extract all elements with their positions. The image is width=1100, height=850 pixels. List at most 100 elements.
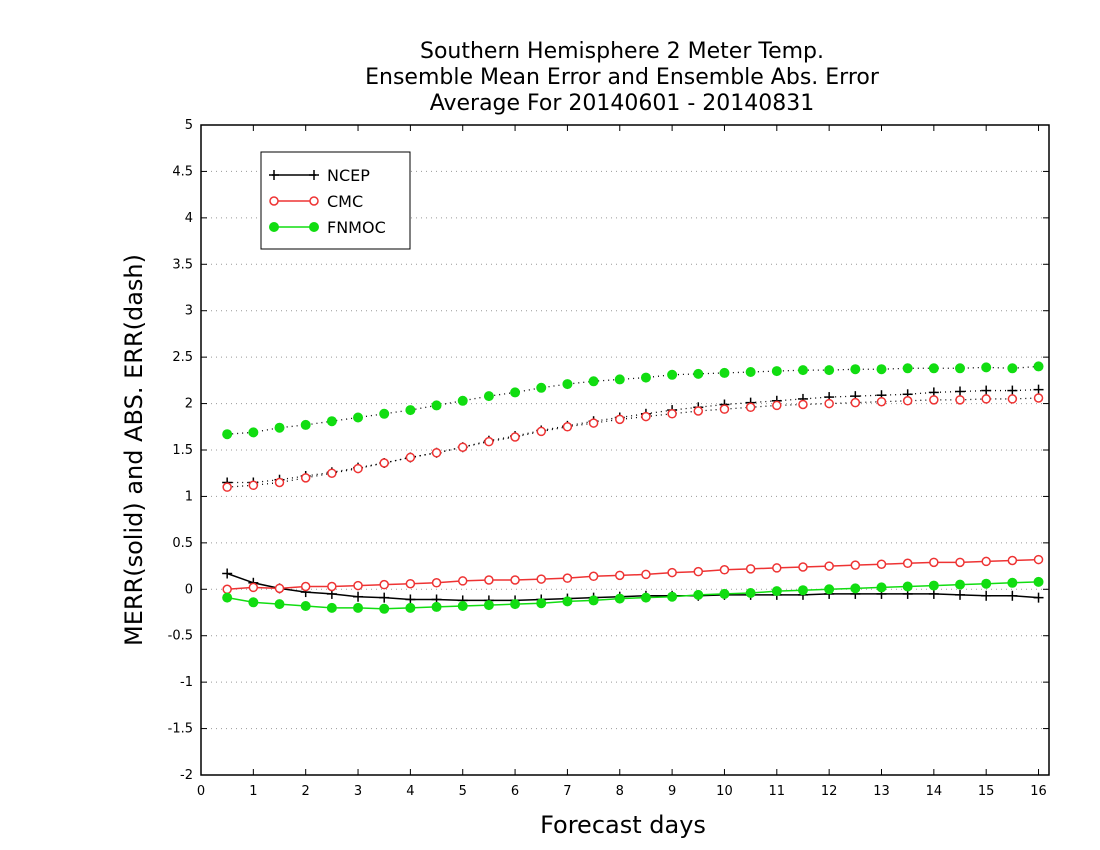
fnmoc-merr-point	[300, 601, 311, 611]
cmc-abs-err-point	[248, 480, 259, 491]
fnmoc-merr-point	[955, 579, 966, 590]
ncep-abs-err-point	[1033, 384, 1044, 395]
cmc-merr-line	[227, 558, 1039, 591]
cmc-abs-err-point	[327, 468, 337, 478]
legend-item-ncep: NCEP	[269, 166, 370, 185]
cmc-merr-point	[379, 579, 389, 590]
cmc-abs-err-point	[1033, 393, 1044, 403]
y-tick-label: -1	[180, 675, 193, 690]
fnmoc-abs-err-point	[824, 365, 835, 376]
legend-label: CMC	[327, 192, 363, 211]
legend-label: FNMOC	[327, 218, 386, 237]
y-tick-label: 1	[185, 489, 193, 504]
x-tick-label: 6	[511, 784, 519, 799]
y-tick-label: 0.5	[172, 536, 193, 551]
cmc-merr-point	[536, 574, 546, 584]
cmc-abs-err-point	[457, 442, 468, 452]
cmc-abs-err-point	[615, 414, 625, 425]
series-ncep	[222, 384, 1044, 606]
fnmoc-merr-point	[876, 582, 887, 593]
ncep-merr-point	[222, 568, 233, 579]
cmc-merr-point	[719, 565, 730, 575]
fnmoc-merr-point	[745, 588, 756, 598]
cmc-abs-err-point	[824, 398, 834, 409]
fnmoc-abs-err-point	[405, 405, 416, 416]
cmc-abs-err-point	[431, 448, 442, 458]
cmc-abs-err-point	[850, 397, 861, 408]
cmc-merr-point	[222, 584, 232, 595]
fnmoc-abs-err-point	[379, 408, 390, 419]
x-tick-label: 12	[821, 784, 838, 799]
x-tick-label: 8	[616, 784, 624, 799]
fnmoc-merr-point	[719, 588, 730, 599]
cmc-abs-err-point	[222, 482, 232, 492]
cmc-abs-err-point	[588, 418, 599, 428]
cmc-merr-point	[248, 582, 259, 593]
cmc-abs-err-point	[798, 399, 808, 410]
x-tick-label: 3	[354, 784, 362, 799]
cmc-abs-err-point	[536, 426, 546, 437]
fnmoc-merr-point	[797, 585, 808, 596]
fnmoc-abs-err-point	[850, 364, 861, 375]
fnmoc-merr-point	[1033, 576, 1044, 587]
x-tick-label: 2	[302, 784, 310, 799]
fnmoc-abs-err-point	[274, 422, 285, 433]
cmc-merr-point	[510, 575, 520, 585]
x-tick-label: 9	[668, 784, 676, 799]
cmc-merr-point	[300, 581, 311, 592]
fnmoc-abs-err-point	[797, 365, 808, 376]
cmc-abs-err-point	[484, 436, 494, 447]
cmc-abs-err-point	[693, 406, 704, 416]
fnmoc-abs-err-point	[1033, 361, 1044, 372]
ncep-merr-point	[955, 589, 966, 600]
cmc-abs-err-point	[876, 396, 887, 407]
fnmoc-merr-point	[928, 580, 939, 591]
gridlines	[201, 170, 1049, 730]
fnmoc-merr-point	[640, 592, 651, 603]
x-tick-label: 15	[978, 784, 995, 799]
fnmoc-abs-err-point	[431, 400, 442, 411]
x-tick-label: 16	[1030, 784, 1047, 799]
ncep-abs-err-point	[981, 385, 992, 396]
cmc-abs-err-point	[1007, 394, 1018, 404]
cmc-abs-err-point	[981, 394, 991, 404]
cmc-abs-err-point	[667, 409, 677, 419]
fnmoc-abs-err-point	[457, 395, 468, 406]
cmc-abs-err-point	[562, 422, 573, 432]
cmc-merr-point	[1007, 555, 1018, 566]
cmc-merr-point	[353, 580, 363, 591]
fnmoc-merr-point	[457, 601, 468, 611]
x-tick-label: 14	[926, 784, 943, 799]
cmc-merr-point	[405, 578, 416, 589]
y-tick-label: 4.5	[172, 164, 193, 179]
cmc-merr-point	[693, 566, 704, 577]
cmc-merr-point	[929, 557, 939, 568]
fnmoc-abs-err-point	[876, 364, 887, 375]
cmc-merr-point	[798, 562, 808, 572]
fnmoc-merr-point	[326, 602, 337, 613]
cmc-merr-point	[274, 583, 285, 594]
cmc-merr-point	[431, 578, 442, 588]
cmc-merr-point	[327, 581, 337, 592]
fnmoc-abs-err-point	[693, 368, 704, 379]
cmc-merr-point	[615, 570, 625, 581]
cmc-merr-point	[955, 557, 965, 568]
ncep-merr-line	[226, 572, 1039, 602]
cmc-abs-err-point	[772, 400, 782, 411]
y-axis-ticks: -2 -1.5 -1 -0.5 0 0.5 1 1.5 2 2.5 3 3.5 4 4.5 5	[168, 118, 1049, 783]
legend-marker	[309, 196, 319, 206]
cmc-abs-err-point	[929, 395, 939, 405]
cmc-abs-err-point	[510, 432, 520, 442]
legend-marker	[269, 196, 279, 206]
y-tick-label: -1.5	[168, 722, 193, 737]
legend-item-fnmoc: FNMOC	[269, 218, 386, 237]
y-tick-label: -2	[180, 768, 193, 783]
fnmoc-merr-point	[431, 601, 442, 612]
cmc-merr-point	[745, 564, 756, 574]
fnmoc-abs-err-point	[300, 419, 311, 430]
chart-title-line-2: Ensemble Mean Error and Ensemble Abs. Er…	[365, 65, 880, 90]
legend-marker	[309, 170, 319, 180]
fnmoc-merr-point	[614, 593, 625, 604]
ncep-merr-point	[353, 591, 364, 602]
fnmoc-abs-err-point	[353, 412, 364, 423]
